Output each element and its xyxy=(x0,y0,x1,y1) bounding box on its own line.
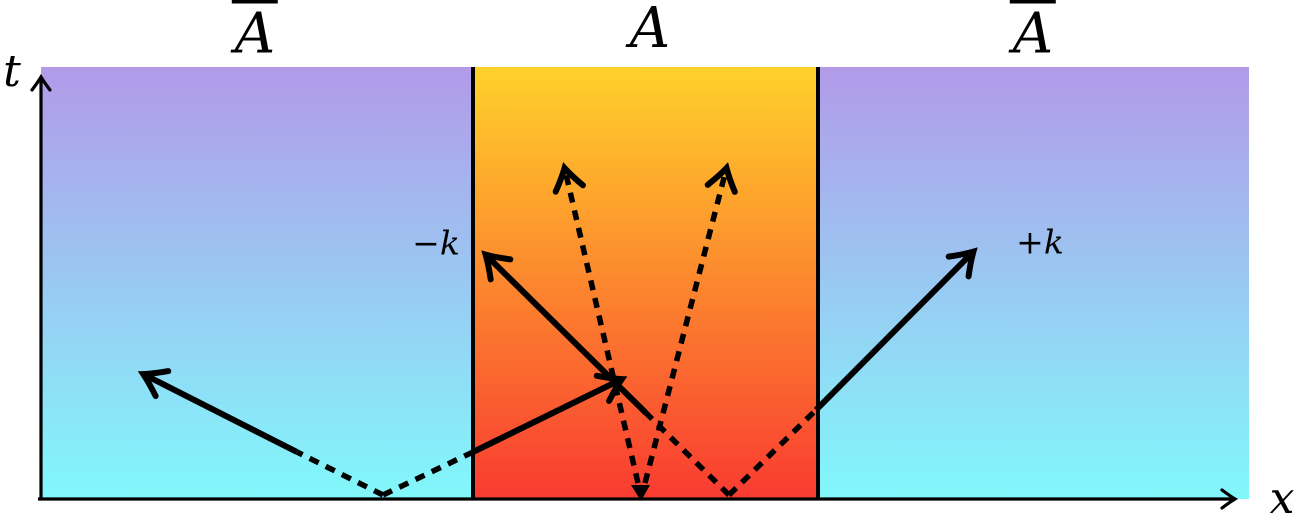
trajectory-v1-solid-right-arrow xyxy=(471,380,620,455)
region-abar-right xyxy=(818,67,1249,499)
region-abar-left xyxy=(41,67,473,499)
overline-a-right: A xyxy=(1009,0,1057,63)
plus-k-label: +k xyxy=(1016,222,1064,262)
trajectory-v1-solid-left-arrow xyxy=(145,375,299,455)
funnel-down-tip-icon xyxy=(631,485,650,501)
region-label-abar-left: A xyxy=(231,0,279,63)
region-label-a: A xyxy=(629,0,671,61)
trajectory-v1-dashed-left xyxy=(295,449,385,498)
trajectory-plus-k-dashed xyxy=(727,408,818,497)
trajectory-plus-k-arrow xyxy=(813,253,972,413)
region-a-middle xyxy=(473,67,818,499)
minus-k-label: −k xyxy=(412,223,460,263)
overline-a-left: A xyxy=(231,0,279,63)
trajectory-minus-k-arrow xyxy=(487,256,649,416)
region-label-abar-right: A xyxy=(1009,0,1057,63)
x-axis-label: x xyxy=(1269,473,1295,515)
t-axis-label: t xyxy=(3,46,21,97)
